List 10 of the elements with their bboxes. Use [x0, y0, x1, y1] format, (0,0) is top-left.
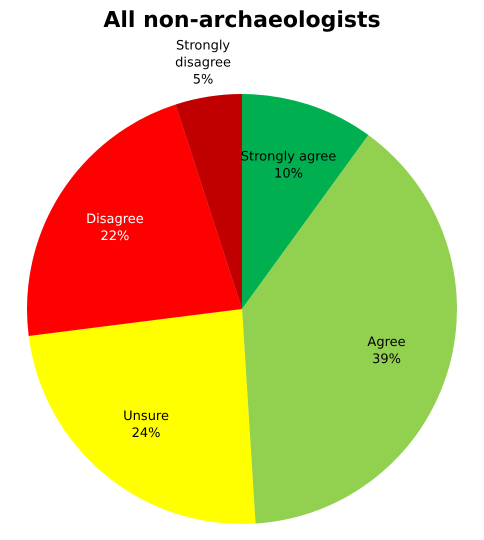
data-label: 10%	[274, 166, 303, 182]
data-label: 39%	[372, 352, 401, 367]
slice-label: Strongly disagree	[175, 38, 232, 70]
data-label: 5%	[192, 72, 214, 88]
slice-label: Agree	[367, 334, 406, 350]
slice-label: Disagree	[86, 212, 144, 228]
data-label: 22%	[100, 229, 130, 244]
slice-label: Unsure	[123, 408, 169, 424]
chart-title: All non-archaeologists	[102, 8, 382, 35]
data-label: 24%	[132, 426, 161, 441]
